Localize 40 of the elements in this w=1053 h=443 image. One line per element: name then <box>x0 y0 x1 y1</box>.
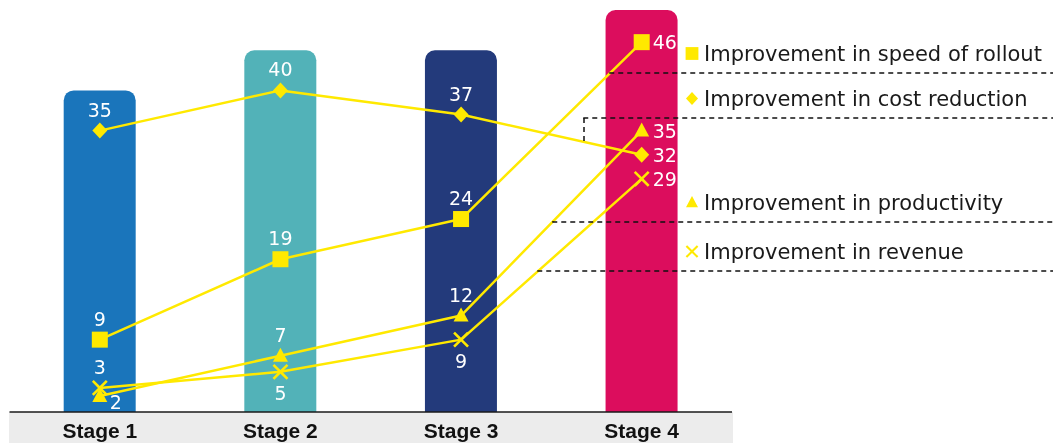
point <box>272 347 288 362</box>
data-label: 19 <box>268 227 293 250</box>
data-label: 9 <box>455 349 468 372</box>
x-tick-label: Stage 2 <box>243 418 318 442</box>
point <box>453 211 470 228</box>
point <box>272 82 288 99</box>
point <box>272 363 289 380</box>
data-label: 46 <box>652 31 677 54</box>
data-label: 12 <box>448 283 474 306</box>
data-label: 29 <box>652 167 677 190</box>
data-label: 3 <box>93 355 106 378</box>
legend-label: Improvement in productivity <box>704 191 1004 215</box>
point <box>92 387 108 402</box>
data-label: 9 <box>93 307 106 330</box>
data-label: 35 <box>87 98 112 121</box>
point <box>272 251 289 268</box>
data-label: 32 <box>652 143 677 166</box>
point <box>633 170 650 187</box>
point <box>92 122 108 139</box>
point <box>634 122 650 137</box>
legend-label: Improvement in revenue <box>704 240 964 264</box>
data-label: 7 <box>274 323 287 346</box>
point <box>453 331 469 348</box>
data-label: 35 <box>652 119 677 142</box>
data-label: 40 <box>268 58 293 81</box>
data-label: 2 <box>109 390 122 413</box>
point <box>453 106 469 123</box>
x-tick-label: Stage 1 <box>62 418 138 442</box>
point <box>634 146 650 163</box>
data-label: 37 <box>448 82 474 105</box>
point <box>91 331 108 348</box>
x-tick-label: Stage 3 <box>423 418 499 442</box>
point <box>453 307 469 322</box>
point <box>633 34 650 51</box>
data-label: 24 <box>448 187 474 210</box>
data-label: 5 <box>274 381 287 404</box>
legend-label: Improvement in speed of rollout <box>704 42 1042 66</box>
legend-label: Improvement in cost reduction <box>704 87 1028 111</box>
point <box>91 379 108 396</box>
x-tick-label: Stage 4 <box>604 418 680 442</box>
